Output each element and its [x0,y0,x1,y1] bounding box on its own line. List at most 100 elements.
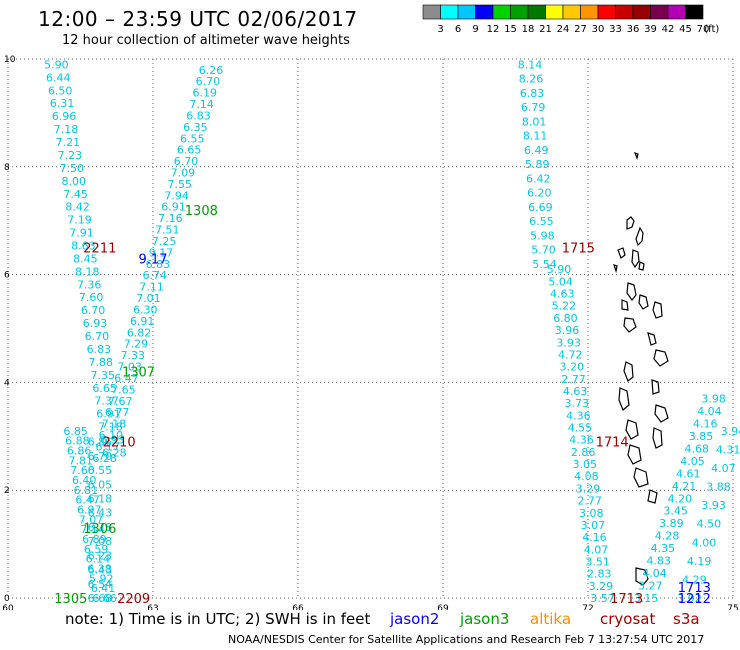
island-outline [617,247,626,259]
swh-value-label: 3.89 [659,517,684,530]
swh-value-label: 7.37 [94,395,119,408]
satellite-key-cryosat: cryosat [600,610,656,628]
swh-value-label: 7.60 [79,291,104,304]
swh-value-label: 3.07 [581,519,606,532]
swh-value-label: 3.93 [556,336,581,349]
swh-value-label: 6.54 [88,578,113,591]
swh-value-label: 6.86 [67,445,92,458]
swh-value-label: 6.81 [74,484,99,497]
swh-value-label: 8.11 [523,130,548,143]
swh-value-label: 7.51 [155,224,180,237]
swh-value-label: 6.97 [77,504,102,517]
legend-label: 18 [522,24,535,35]
swh-value-label: 6.50 [48,84,73,97]
swh-value-label: 3.98 [701,393,726,406]
island-outline [638,294,649,310]
legend-label: 9 [472,24,478,35]
swh-value-label: 4.28 [655,530,680,543]
swh-value-label: 7.94 [164,189,189,202]
swh-value-label: 7.07 [79,513,104,526]
island-outline [613,264,618,274]
swh-value-label: 6.70 [81,304,106,317]
swh-value-label: 3.29 [576,482,601,495]
swh-value-label: 4.21 [672,480,697,493]
legend-label: 12 [487,24,500,35]
swh-value-label: 6.70 [85,330,110,343]
swh-value-label: 3.96 [555,324,580,337]
swh-value-label: 6.69 [528,201,553,214]
swh-value-label: 2.77 [577,495,602,508]
swh-value-label: 3.29 [589,580,614,593]
swh-value-label: 4.20 [668,492,693,505]
legend-label: 36 [627,24,640,35]
swh-value-label: 6.28 [102,446,127,459]
swh-value-label: 6.83 [146,258,171,271]
swh-value-label: 7.88 [89,356,114,369]
chart-title: 12:00 – 23:59 UTC 02/06/2017 [38,7,358,31]
satellite-key-s3a: s3a [673,610,700,628]
swh-value-label: 6.26 [199,64,224,77]
pass-label-cryosat: 2209 [117,592,150,607]
legend-label: 24 [557,24,570,35]
swh-value-label: 6.86 [88,436,113,449]
x-tick-label: 63 [147,604,158,610]
swh-value-label: 7.25 [152,235,177,248]
satellite-key-altika: altika [530,610,572,628]
swh-value-label: 6.83 [87,343,112,356]
footer-credit: NOAA/NESDIS Center for Satellite Applica… [228,633,705,646]
swh-value-label: 8.18 [75,265,100,278]
island-outline [638,261,645,271]
swh-value-label: 6.65 [92,382,117,395]
y-tick-label: 4 [4,378,10,388]
pass-label-cryosat: 1715 [562,242,595,257]
swh-value-label: 6.38 [87,563,112,576]
swh-value-label: 6.20 [527,187,552,200]
swh-value-label: 4.68 [685,442,710,455]
swh-value-label: 3.08 [579,507,604,520]
legend-label: 30 [592,24,605,35]
swh-value-label: 4.50 [697,518,722,531]
swh-value-label: 6.44 [46,71,71,84]
swh-value-label: 4.36 [569,434,594,447]
swh-value-label: 6.83 [520,87,545,100]
swh-value-label: 4.29 [682,573,707,586]
swh-value-label: 7.55 [167,178,192,191]
island-outline [654,404,669,423]
pass-label-cryosat: 1714 [596,436,629,451]
swh-value-label: 4.63 [563,385,588,398]
swh-value-label: 4.63 [550,288,575,301]
swh-value-label: 6.91 [161,201,186,214]
swh-value-label: 7.65 [111,383,136,396]
swh-value-label: 6.43 [88,507,113,520]
swh-value-label: 5.70 [531,244,556,257]
swh-value-label: 4.19 [687,555,712,568]
swh-value-label: 4.07 [711,462,736,475]
swh-value-label: 4.55 [568,422,593,435]
swh-value-label: 3.51 [585,555,610,568]
swh-value-label: 7.33 [121,349,146,362]
swh-value-label: 6.41 [91,582,116,595]
swh-value-label: 4.04 [642,567,667,580]
legend-label: 45 [679,24,692,35]
swh-value-label: 6.19 [192,87,217,100]
swh-value-label: 6.65 [177,144,202,157]
swh-value-label: 4.83 [646,555,671,568]
swh-value-label: 6.55 [88,464,113,477]
swh-value-label: 5.89 [525,158,550,171]
swh-value-label: 7.11 [139,281,164,294]
island-outline [653,349,669,367]
swh-value-label: 6.70 [174,155,199,168]
swh-value-label: 3.93 [701,499,726,512]
swh-value-label: 6.47 [75,494,100,507]
island-outline [626,216,635,230]
swh-value-label: 8.45 [73,252,98,265]
swh-value-label: 6.43 [88,564,113,577]
swh-value-label: 3.92 [677,592,702,605]
color-scale-legend: 3 6 9 12 15 18 21 24 27 30 33 36 39 42 45 70(ft) [422,4,719,35]
swh-value-label: 7.14 [189,98,214,111]
swh-value-label: 6.78 [88,521,113,534]
swh-value-label: 6.88 [65,435,90,448]
swh-value-label: 2.86 [571,446,596,459]
swh-value-label: 7.14 [80,523,105,536]
island-outline [652,301,663,319]
